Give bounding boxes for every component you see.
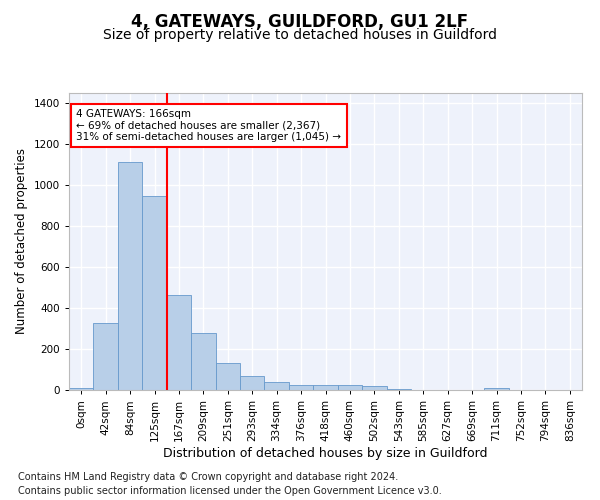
Bar [313, 385, 338, 390]
Bar [94, 322, 118, 390]
Text: 4 GATEWAYS: 166sqm
← 69% of detached houses are smaller (2,367)
31% of semi-deta: 4 GATEWAYS: 166sqm ← 69% of detached hou… [76, 109, 341, 142]
Text: Size of property relative to detached houses in Guildford: Size of property relative to detached ho… [103, 28, 497, 42]
Bar [338, 385, 362, 390]
Bar [142, 196, 167, 390]
Bar [265, 382, 289, 390]
Text: Contains public sector information licensed under the Open Government Licence v3: Contains public sector information licen… [18, 486, 442, 496]
X-axis label: Distribution of detached houses by size in Guildford: Distribution of detached houses by size … [163, 446, 488, 460]
Text: 4, GATEWAYS, GUILDFORD, GU1 2LF: 4, GATEWAYS, GUILDFORD, GU1 2LF [131, 12, 469, 30]
Text: Contains HM Land Registry data © Crown copyright and database right 2024.: Contains HM Land Registry data © Crown c… [18, 472, 398, 482]
Bar [240, 376, 265, 390]
Bar [289, 386, 313, 390]
Bar [362, 386, 386, 390]
Bar [215, 364, 240, 390]
Bar [191, 333, 215, 390]
Y-axis label: Number of detached properties: Number of detached properties [15, 148, 28, 334]
Bar [69, 388, 94, 390]
Bar [167, 294, 191, 390]
Bar [484, 388, 509, 390]
Bar [118, 162, 142, 390]
